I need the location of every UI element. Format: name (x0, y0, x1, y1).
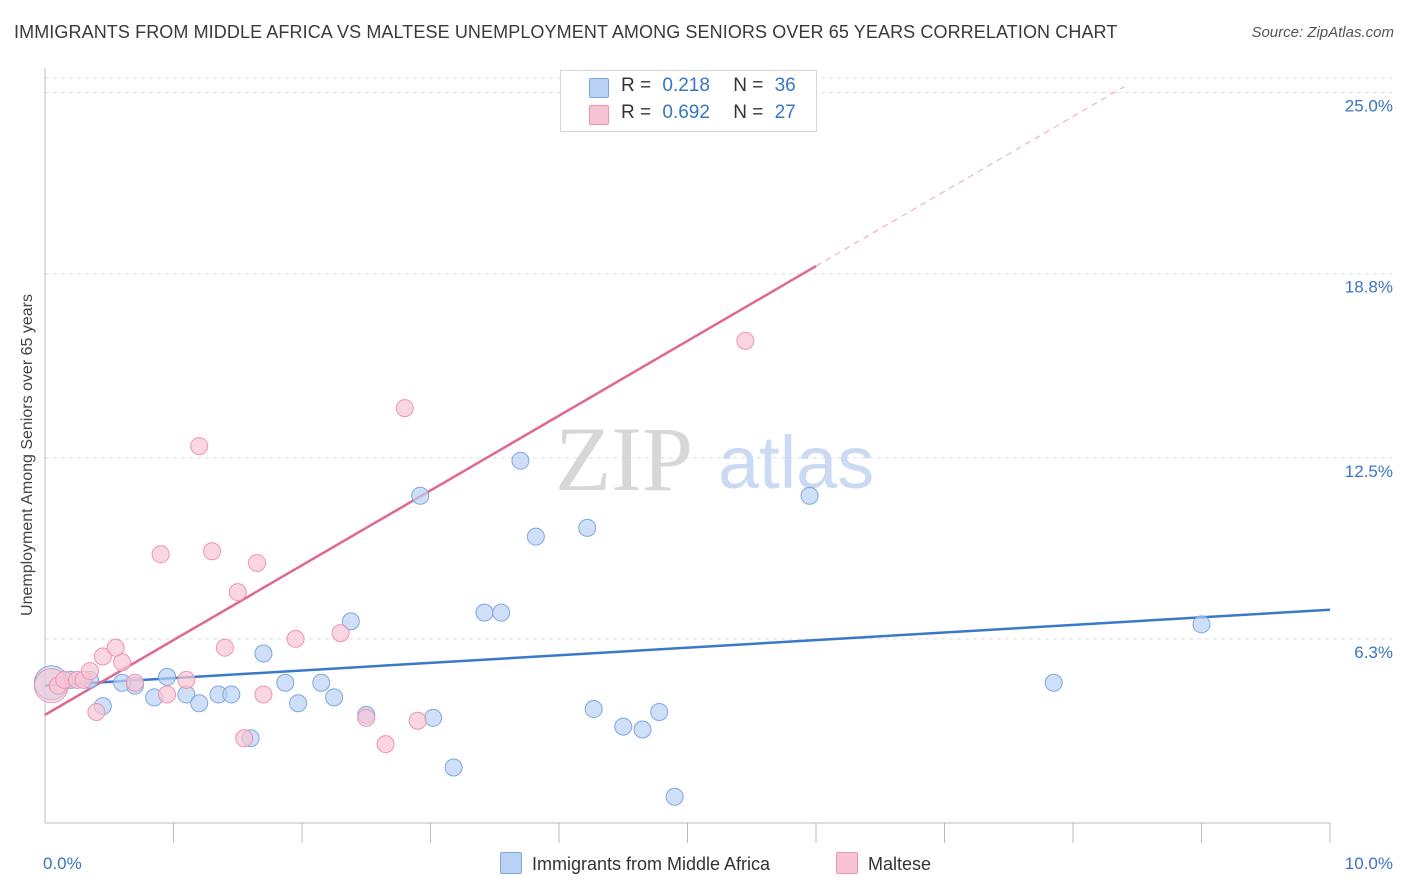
bottom-legend-swatch-blue (500, 852, 522, 874)
point-immigrants (276, 673, 295, 692)
point-immigrants (614, 717, 633, 736)
legend-r-label: R = (621, 75, 652, 96)
point-immigrants (190, 694, 209, 713)
point-immigrants (289, 694, 308, 713)
point-maltese (158, 685, 177, 704)
point-immigrants (1192, 615, 1211, 634)
point-immigrants (254, 644, 273, 663)
point-immigrants (1044, 673, 1063, 692)
point-immigrants (341, 612, 360, 631)
y-tick-label: 12.5% (1345, 462, 1393, 481)
point-immigrants (584, 700, 603, 719)
point-immigrants (424, 708, 443, 727)
point-maltese (106, 638, 125, 657)
y-tick-label: 18.8% (1345, 278, 1393, 297)
point-immigrants (492, 603, 511, 622)
bottom-legend-label-immigrants: Immigrants from Middle Africa (532, 854, 771, 874)
point-maltese (215, 638, 234, 657)
x-tick-label: 10.0% (1345, 854, 1393, 873)
point-maltese (395, 399, 414, 418)
legend-n-label: N = (733, 102, 764, 123)
point-maltese (248, 553, 267, 572)
trend-line-extension (815, 86, 1125, 267)
point-maltese (376, 735, 395, 754)
source-label: Source: ZipAtlas.com (1251, 24, 1394, 41)
point-immigrants (633, 720, 652, 739)
trend-line-maltese (44, 265, 817, 716)
point-maltese (408, 711, 427, 730)
trend-line-immigrants (44, 608, 1331, 687)
legend-n-label: N = (733, 75, 764, 96)
watermark-zip: ZIP (555, 408, 693, 510)
point-immigrants (526, 527, 545, 546)
point-immigrants (444, 758, 463, 777)
point-maltese (331, 624, 350, 643)
watermark-atlas: atlas (718, 421, 874, 504)
bottom-legend-label-maltese: Maltese (868, 854, 932, 874)
watermark: ZIP atlas (555, 408, 874, 510)
point-immigrants (411, 486, 430, 505)
legend-swatch-pink (589, 105, 609, 125)
tick-labels: 6.3% 12.5% 18.8% 25.0% 0.0% 10.0% (43, 97, 1393, 873)
y-axis-label: Unemployment Among Seniors over 65 years (19, 294, 36, 616)
correlation-legend: R = 0.218 N = 36 R = 0.692 N = 27 (560, 70, 817, 132)
point-immigrants (325, 688, 344, 707)
point-immigrants (511, 451, 530, 470)
legend-r-value-2: 0.692 (662, 102, 710, 123)
point-immigrants (312, 673, 331, 692)
point-maltese (228, 583, 247, 602)
y-tick-label: 25.0% (1345, 97, 1393, 116)
bottom-legend-immigrants: Immigrants from Middle Africa (500, 852, 770, 875)
point-maltese (80, 662, 99, 681)
point-maltese (177, 670, 196, 689)
legend-swatch-blue (589, 78, 609, 98)
x-tick-label: 0.0% (43, 854, 82, 873)
point-immigrants (650, 702, 669, 721)
chart-title: IMMIGRANTS FROM MIDDLE AFRICA VS MALTESE… (14, 22, 1118, 42)
point-maltese (151, 545, 170, 564)
point-maltese (190, 437, 209, 456)
point-maltese (286, 629, 305, 648)
grid-lines (45, 77, 1392, 640)
point-immigrants (578, 518, 597, 537)
point-maltese (235, 729, 254, 748)
y-tick-label: 6.3% (1354, 643, 1393, 662)
point-maltese (736, 331, 755, 350)
point-immigrants (665, 787, 684, 806)
point-maltese (93, 647, 112, 666)
point-immigrants (158, 667, 177, 686)
point-maltese (357, 708, 376, 727)
point-immigrants (222, 685, 241, 704)
trend-lines (44, 86, 1331, 716)
point-immigrants (475, 603, 494, 622)
point-immigrants (800, 486, 819, 505)
legend-n-value-2: 27 (774, 102, 796, 123)
bottom-legend-maltese: Maltese (836, 852, 931, 875)
point-maltese (87, 702, 106, 721)
legend-r-label: R = (621, 102, 652, 123)
data-points (33, 331, 1211, 806)
bottom-legend-swatch-pink (836, 852, 858, 874)
legend-r-value-1: 0.218 (662, 75, 710, 96)
point-maltese (203, 542, 222, 561)
point-maltese (254, 685, 273, 704)
point-maltese (125, 673, 144, 692)
legend-n-value-1: 36 (774, 75, 796, 96)
